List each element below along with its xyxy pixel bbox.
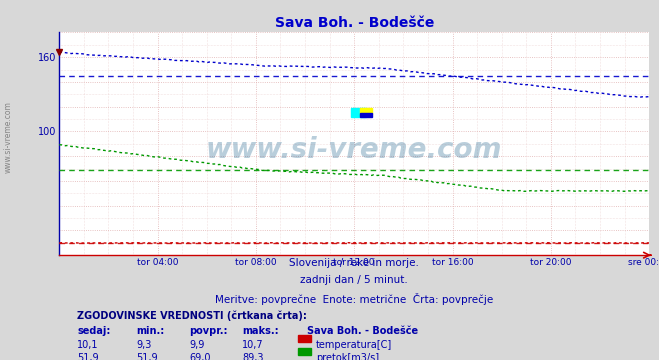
Text: ZGODOVINSKE VREDNOSTI (črtkana črta):: ZGODOVINSKE VREDNOSTI (črtkana črta):	[77, 311, 307, 321]
Text: povpr.:: povpr.:	[189, 326, 227, 336]
Text: maks.:: maks.:	[242, 326, 279, 336]
Text: min.:: min.:	[136, 326, 164, 336]
Bar	[351, 108, 366, 117]
Bar	[298, 335, 311, 342]
Text: 9,3: 9,3	[136, 340, 152, 350]
Text: 89,3: 89,3	[242, 354, 264, 360]
Text: www.si-vreme.com: www.si-vreme.com	[3, 101, 13, 173]
Text: 69,0: 69,0	[189, 354, 211, 360]
Text: 9,9: 9,9	[189, 340, 204, 350]
Text: Slovenija / reke in morje.: Slovenija / reke in morje.	[289, 258, 419, 268]
Text: www.si-vreme.com: www.si-vreme.com	[206, 136, 502, 165]
Text: 51,9: 51,9	[136, 354, 158, 360]
Text: 10,1: 10,1	[77, 340, 98, 350]
Text: Sava Boh. - Bodešče: Sava Boh. - Bodešče	[307, 326, 418, 336]
Text: pretok[m3/s]: pretok[m3/s]	[316, 354, 379, 360]
Text: 51,9: 51,9	[77, 354, 99, 360]
Text: 10,7: 10,7	[242, 340, 264, 350]
Bar	[298, 348, 311, 355]
Text: temperatura[C]: temperatura[C]	[316, 340, 392, 350]
Bar	[360, 108, 372, 114]
Title: Sava Boh. - Bodešče: Sava Boh. - Bodešče	[275, 16, 434, 30]
Bar	[360, 113, 372, 117]
Text: zadnji dan / 5 minut.: zadnji dan / 5 minut.	[301, 275, 408, 285]
Text: Meritve: povprečne  Enote: metrične  Črta: povprečje: Meritve: povprečne Enote: metrične Črta:…	[215, 293, 494, 305]
Text: sedaj:: sedaj:	[77, 326, 110, 336]
